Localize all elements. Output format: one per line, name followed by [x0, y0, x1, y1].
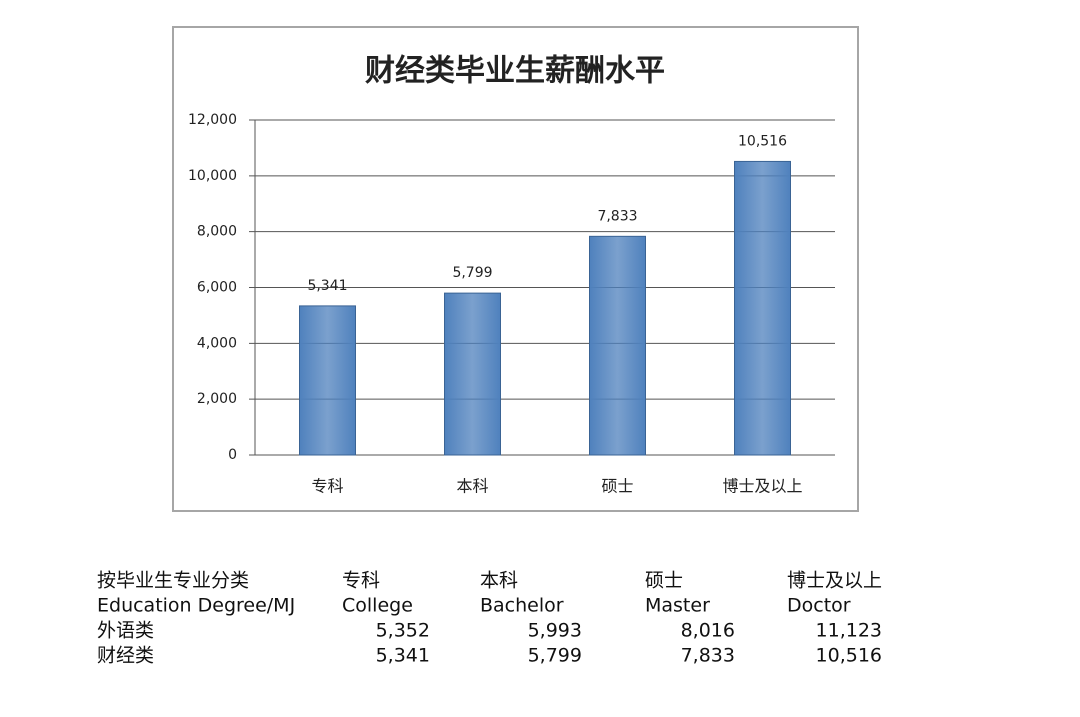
- table-cell: 专科: [342, 570, 380, 592]
- table-cell: 10,516: [816, 645, 882, 667]
- table-cell: 5,341: [376, 645, 430, 667]
- bar: [589, 235, 646, 456]
- table-cell: 5,993: [528, 620, 582, 642]
- table-cell: 5,352: [376, 620, 430, 642]
- x-tick-label: 硕士: [601, 477, 633, 496]
- x-tick-label: 本科: [456, 477, 488, 496]
- row-header: 按毕业生专业分类: [97, 570, 249, 592]
- table-cell: 8,016: [681, 620, 735, 642]
- value-label: 10,516: [738, 133, 787, 149]
- value-label: 7,833: [597, 208, 637, 224]
- row-header: 外语类: [97, 620, 154, 642]
- y-tick-label: 8,000: [197, 224, 237, 240]
- bar: [734, 160, 791, 456]
- y-tick-label: 0: [228, 447, 237, 463]
- y-tick-label: 12,000: [188, 112, 237, 128]
- table-cell: Doctor: [787, 595, 851, 617]
- table-cell: College: [342, 595, 413, 617]
- y-tick-label: 10,000: [188, 168, 237, 184]
- chart-title: 财经类毕业生薪酬水平: [365, 54, 665, 89]
- table-cell: 11,123: [816, 620, 882, 642]
- y-tick-label: 6,000: [197, 280, 237, 296]
- table-cell: 7,833: [681, 645, 735, 667]
- value-label: 5,341: [307, 278, 347, 294]
- x-tick-label: 专科: [311, 477, 343, 496]
- table-cell: 本科: [480, 570, 518, 592]
- table-cell: 硕士: [645, 570, 683, 592]
- bar: [444, 292, 501, 456]
- value-label: 5,799: [452, 265, 492, 281]
- y-tick-label: 2,000: [197, 391, 237, 407]
- table-cell: Bachelor: [480, 595, 564, 617]
- row-header: 财经类: [97, 645, 154, 667]
- y-tick-label: 4,000: [197, 335, 237, 351]
- table-cell: 博士及以上: [787, 570, 882, 592]
- bar: [299, 305, 356, 456]
- table-cell: 5,799: [528, 645, 582, 667]
- row-header: Education Degree/MJ: [97, 595, 295, 617]
- table-cell: Master: [645, 595, 710, 617]
- x-tick-label: 博士及以上: [722, 477, 802, 496]
